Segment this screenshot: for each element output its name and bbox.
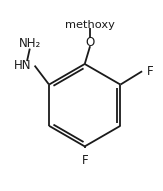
Text: methoxy: methoxy: [65, 20, 115, 30]
Text: O: O: [85, 36, 95, 49]
Text: F: F: [82, 154, 88, 167]
Text: F: F: [147, 65, 154, 78]
Text: HN: HN: [14, 59, 32, 72]
Text: NH₂: NH₂: [19, 37, 42, 50]
